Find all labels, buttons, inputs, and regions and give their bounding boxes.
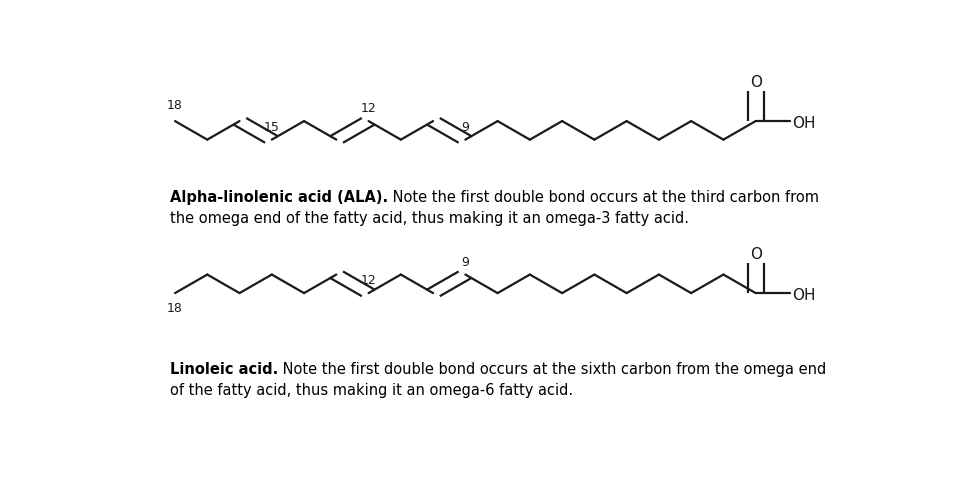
Text: O: O xyxy=(749,246,762,262)
Text: 9: 9 xyxy=(462,120,469,133)
Text: OH: OH xyxy=(793,288,816,303)
Text: of the fatty acid, thus making it an omega-6 fatty acid.: of the fatty acid, thus making it an ome… xyxy=(169,383,573,398)
Text: O: O xyxy=(749,75,762,90)
Text: 12: 12 xyxy=(361,102,377,115)
Text: 12: 12 xyxy=(361,274,377,287)
Text: 18: 18 xyxy=(167,302,183,315)
Text: 9: 9 xyxy=(462,255,469,268)
Text: the omega end of the fatty acid, thus making it an omega-3 fatty acid.: the omega end of the fatty acid, thus ma… xyxy=(169,211,689,226)
Text: OH: OH xyxy=(793,116,816,131)
Text: 18: 18 xyxy=(167,99,183,112)
Text: Alpha-linolenic acid (ALA).: Alpha-linolenic acid (ALA). xyxy=(169,189,388,204)
Text: Linoleic acid.: Linoleic acid. xyxy=(169,361,278,376)
Text: Note the first double bond occurs at the third carbon from: Note the first double bond occurs at the… xyxy=(388,189,819,204)
Text: Note the first double bond occurs at the sixth carbon from the omega end: Note the first double bond occurs at the… xyxy=(278,361,827,376)
Text: 15: 15 xyxy=(264,120,280,133)
